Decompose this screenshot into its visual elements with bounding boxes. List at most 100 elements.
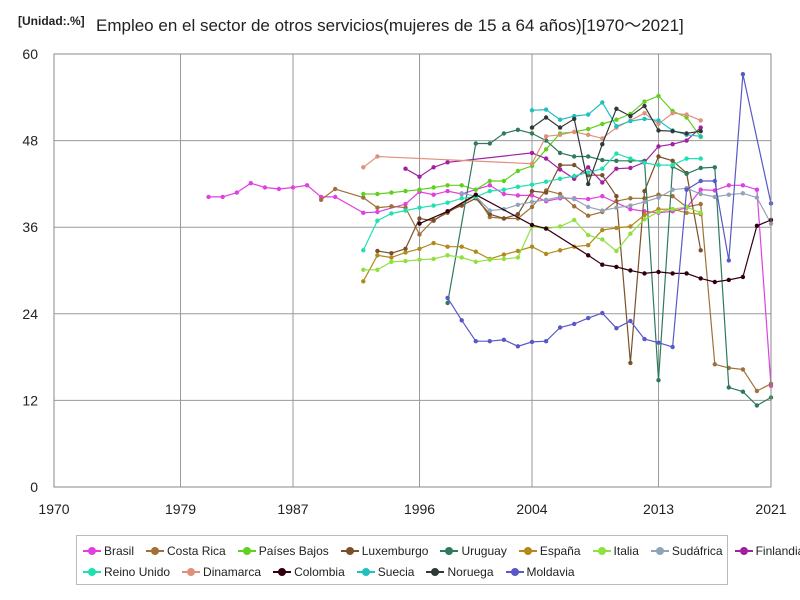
data-point [684,171,689,176]
data-point [487,339,492,344]
legend-marker [505,568,524,576]
data-point [487,212,492,217]
data-point [600,208,605,213]
legend-item: Costa Rica [146,544,226,558]
data-point [586,112,591,117]
data-point [642,199,647,205]
data-point [557,176,563,181]
data-point [473,339,478,344]
data-point [642,160,647,166]
data-point [628,156,633,161]
data-point [529,199,535,205]
data-point [726,192,731,197]
legend: Brasil Costa Rica Países Bajos Luxemburgo Ur… [76,535,800,585]
data-point [600,173,605,178]
data-point [642,271,647,276]
data-point [361,267,366,272]
data-point [529,161,535,166]
data-point [515,344,521,349]
data-point [501,191,507,197]
data-point [670,187,675,192]
data-point [459,196,464,201]
data-point [501,178,507,184]
data-point [515,248,521,254]
data-point [712,362,717,367]
legend-marker [426,568,445,576]
data-point [600,157,605,163]
data-point [389,255,394,260]
legend-item: Sudáfrica [650,544,723,558]
data-point [445,253,450,258]
data-point [375,191,380,197]
data-point [684,156,689,161]
data-point [656,128,661,133]
data-point [557,325,563,330]
data-point [698,201,703,207]
data-point [501,216,507,221]
data-point [642,336,647,342]
legend-item: Brasil [83,544,134,558]
series-layer [206,72,774,408]
data-point [628,360,633,366]
data-point [529,125,535,130]
data-point [586,132,591,137]
data-point [417,246,422,251]
data-point [698,156,703,161]
data-point [656,121,661,127]
legend-marker [340,547,359,555]
data-point [557,248,563,253]
legend-marker [440,547,459,555]
data-point [628,207,633,212]
data-point [417,205,422,210]
data-point [754,223,760,228]
x-tick-label: 1996 [404,501,435,517]
data-point [572,217,577,223]
data-point [670,142,675,147]
data-point [459,318,464,323]
data-point [431,203,436,208]
data-point [445,244,450,249]
data-point [501,252,507,257]
legend-label: España [539,544,581,558]
x-tick-label: 2021 [755,501,786,517]
legend-marker [356,568,375,576]
data-point [487,188,492,194]
data-point [557,224,563,229]
data-point [586,196,591,202]
data-point [557,132,563,137]
data-point [403,201,408,207]
data-point [361,165,366,170]
data-point [628,165,633,171]
data-point [642,116,647,122]
data-point [614,264,619,270]
data-point [529,150,535,156]
data-point [600,237,605,242]
data-point [473,259,478,264]
y-tick-label: 12 [22,392,38,408]
legend-item: Finlandia [734,544,800,558]
legend-item: Noruega [426,565,494,579]
data-point [543,107,549,112]
data-point [417,232,422,237]
data-point [670,111,675,116]
data-point [375,248,380,254]
plot-area [54,54,771,487]
data-point [417,221,422,226]
legend-label: Italia [613,544,639,558]
data-point [684,112,689,117]
data-point [459,191,464,196]
data-point [726,277,731,283]
data-point [670,129,675,134]
data-point [628,203,633,208]
data-point [515,193,521,198]
data-point [543,339,549,344]
data-point [543,134,549,139]
data-point [586,243,591,248]
data-point [543,156,549,161]
data-point [656,340,661,345]
data-point [572,196,577,202]
data-point [445,209,450,214]
data-point [712,279,717,285]
data-point [614,326,619,331]
